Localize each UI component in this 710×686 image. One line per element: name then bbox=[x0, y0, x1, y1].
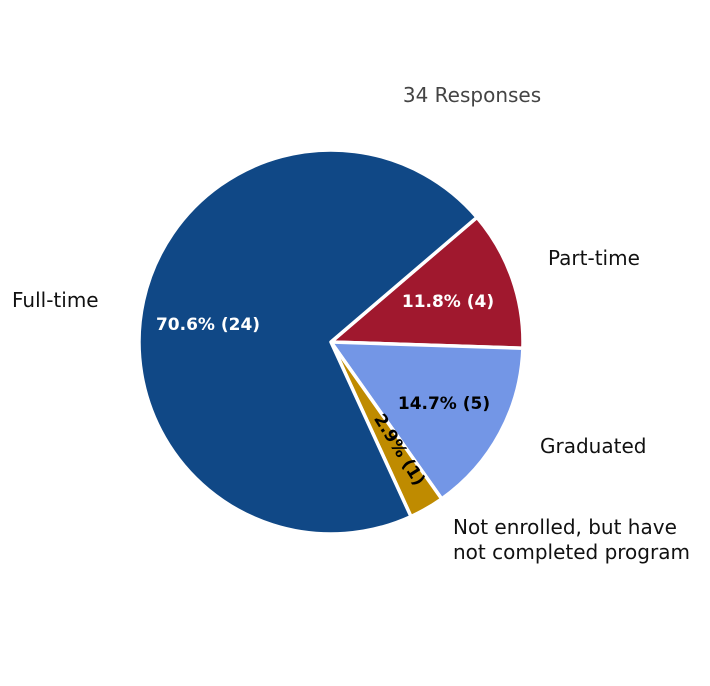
pie-slice-full-time bbox=[137, 148, 479, 536]
slice-value-label: 14.7% (5) bbox=[398, 394, 490, 414]
pie-slices bbox=[137, 148, 525, 536]
category-label: Not enrolled, but have not completed prog… bbox=[453, 515, 690, 564]
pie-slice-part-time bbox=[329, 215, 525, 350]
category-label: Full-time bbox=[12, 288, 99, 312]
slice-value-label: 11.8% (4) bbox=[402, 292, 494, 312]
pie-slice-graduated bbox=[329, 340, 525, 501]
category-label: Graduated bbox=[540, 434, 646, 458]
chart-subtitle: 34 Responses bbox=[403, 83, 541, 107]
slice-value-label: 70.6% (24) bbox=[156, 315, 260, 335]
pie-category-labels: Part-time Graduated Not enrolled, but have… bbox=[12, 246, 690, 564]
category-label: Part-time bbox=[548, 246, 640, 270]
